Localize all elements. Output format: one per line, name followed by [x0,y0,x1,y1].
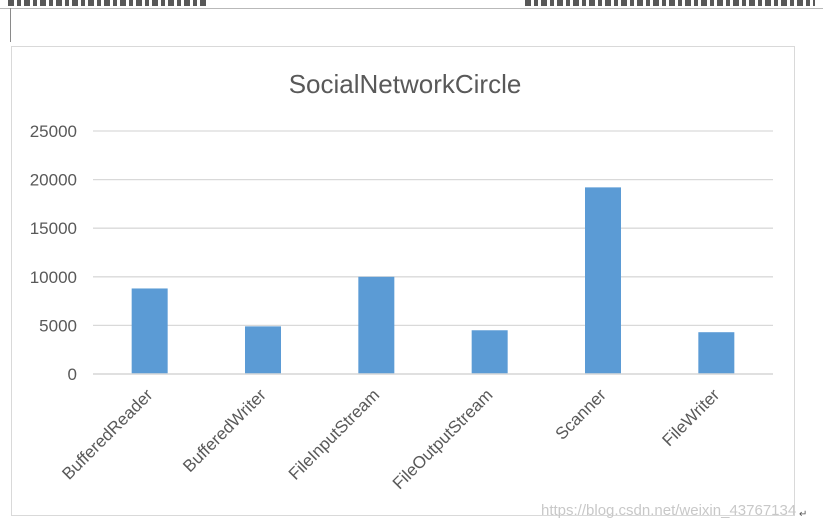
grid-layer [93,130,773,375]
page-margin-line-horizontal [0,8,823,9]
page-margin-line-vertical [10,8,11,42]
bar-layer [93,187,773,375]
watermark-text: https://blog.csdn.net/weixin_43767134 [541,502,797,519]
y-axis-ticks: 0 5000 10000 15000 20000 25000 [30,122,77,384]
bar-bufferedreader[interactable] [131,288,168,374]
x-category-label: BufferedWriter [179,385,270,476]
bar-fileoutputstream[interactable] [471,330,508,374]
bar-bufferedwriter[interactable] [245,326,281,374]
y-tick-label: 0 [68,365,77,384]
chart-svg: SocialNetworkCircle 0 5000 10000 15000 20000… [30,69,773,493]
bar-filewriter[interactable] [698,332,735,374]
bar-scanner[interactable] [585,187,621,374]
cropped-text-fragment-right [525,0,815,6]
y-tick-label: 10000 [30,268,77,287]
x-category-label: Scanner [552,385,610,443]
y-tick-label: 25000 [30,122,77,141]
y-tick-label: 15000 [30,219,77,238]
x-category-label: FileInputStream [285,385,383,483]
x-axis-labels: BufferedReader BufferedWriter FileInputStr… [58,385,723,493]
y-tick-label: 5000 [39,316,77,335]
bar-fileinputstream[interactable] [358,276,395,374]
x-category-label: BufferedReader [58,385,156,483]
return-mark-icon: ↵ [799,509,808,520]
chart-container[interactable]: SocialNetworkCircle 0 5000 10000 15000 20000… [11,46,795,516]
y-tick-label: 20000 [30,171,77,190]
chart-title: SocialNetworkCircle [289,69,522,99]
x-category-label: FileWriter [659,385,724,450]
x-category-label: FileOutputStream [389,385,497,493]
cropped-text-fragment-left [8,0,206,6]
